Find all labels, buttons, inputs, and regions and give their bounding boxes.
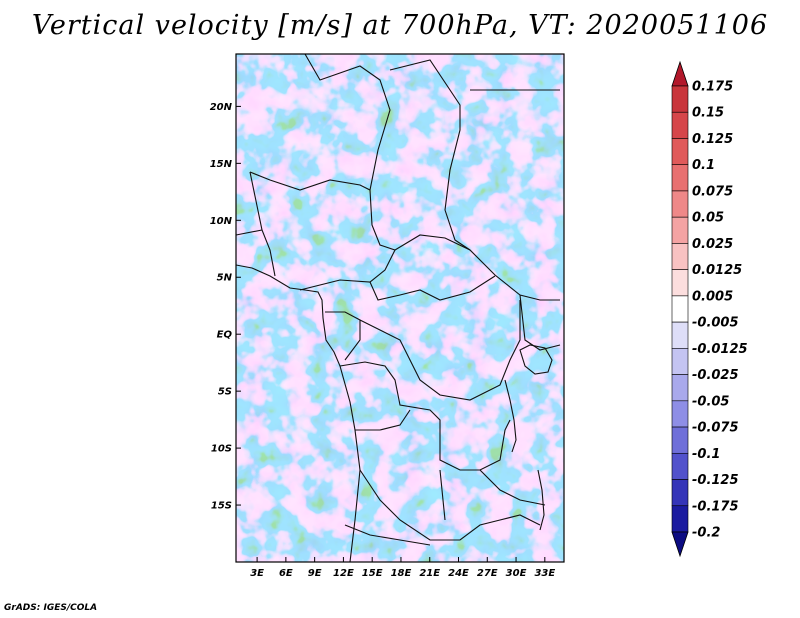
colorbar-label: 0.15 (692, 106, 724, 121)
colorbar-segment (671, 505, 689, 533)
colorbar-label: -0.025 (692, 368, 739, 383)
colorbar-min-arrow (671, 531, 689, 558)
lat-tick-label: 10N (210, 216, 233, 227)
lon-tick-label: 24E (448, 568, 469, 579)
colorbar-label: -0.0125 (692, 342, 748, 357)
lon-tick-label: 21E (419, 568, 440, 579)
colorbar-segment (671, 164, 689, 192)
lat-tick-label: 15N (210, 159, 233, 170)
country-borders (236, 54, 561, 562)
colorbar-label: -0.005 (692, 316, 739, 331)
colorbar-segment (671, 348, 689, 375)
colorbar-label: 0.025 (692, 237, 733, 252)
colorbar-segment (671, 190, 689, 218)
colorbar-label: -0.125 (692, 473, 739, 488)
lat-tick-label: 10S (211, 444, 232, 455)
lon-tick-label: 9E (308, 568, 322, 579)
lon-tick-label: 3E (250, 568, 264, 579)
lon-tick-label: 15E (362, 568, 383, 579)
lat-tick-label: EQ (217, 330, 233, 341)
lon-tick-label: 27E (477, 568, 498, 579)
colorbar-label: -0.175 (692, 499, 739, 514)
lon-tick-label: 33E (534, 568, 555, 579)
colorbar-segment (671, 85, 689, 113)
colorbar-segment (671, 374, 689, 402)
colorbar-segment (671, 426, 689, 454)
latitude-axis: 20N 15N 10N 5N EQ 5S 10S 15S (210, 102, 241, 512)
colorbar-label: -0.05 (692, 394, 729, 409)
colorbar: 0.175 0.15 0.125 0.1 0.075 0.05 0.025 0.0125 0.0… (671, 60, 748, 558)
colorbar-label: 0.005 (692, 289, 733, 304)
map-plot-area: 20N 15N 10N 5N EQ 5S 10S 15S 3E 6E 9E 12E 15E 18E 21E… (210, 53, 565, 579)
colorbar-label: 0.175 (692, 80, 733, 95)
lat-tick-label: 20N (210, 102, 233, 113)
colorbar-segment (671, 111, 689, 139)
longitude-axis: 3E 6E 9E 12E 15E 18E 21E 24E 27E 30E 33E (250, 557, 555, 579)
lon-tick-label: 6E (279, 568, 293, 579)
grads-credit: GrADS: IGES/COLA (4, 603, 98, 613)
map-frame (235, 53, 565, 563)
colorbar-label: -0.2 (692, 526, 720, 541)
lat-tick-label: 15S (211, 501, 232, 512)
colorbar-label: 0.075 (692, 184, 733, 199)
lat-tick-label: 5N (217, 273, 233, 284)
lon-tick-label: 30E (506, 568, 527, 579)
colorbar-segment (671, 216, 689, 244)
colorbar-label: 0.125 (692, 132, 733, 147)
lon-tick-label: 12E (333, 568, 354, 579)
colorbar-segment (671, 243, 689, 270)
vertical-velocity-field (236, 54, 564, 562)
colorbar-segment (671, 452, 689, 480)
colorbar-segment (671, 321, 689, 349)
colorbar-segment (671, 479, 689, 507)
colorbar-segment (671, 138, 689, 166)
colorbar-segment (671, 295, 689, 323)
colorbar-segment (671, 269, 689, 297)
lon-tick-label: 18E (391, 568, 412, 579)
coastline-west (236, 264, 361, 562)
lake-malawi (537, 469, 545, 531)
map-title: Vertical velocity [m/s] at 700hPa, VT: 2… (31, 10, 769, 41)
colorbar-label: 0.05 (692, 211, 724, 226)
colorbar-label: -0.1 (692, 447, 720, 462)
colorbar-label: -0.075 (692, 421, 739, 436)
colorbar-label: 0.0125 (692, 263, 742, 278)
colorbar-segment (671, 400, 689, 428)
colorbar-max-arrow (671, 60, 689, 87)
colorbar-label: 0.1 (692, 158, 715, 173)
lake-tanganyika (504, 379, 517, 453)
lat-tick-label: 5S (218, 387, 232, 398)
